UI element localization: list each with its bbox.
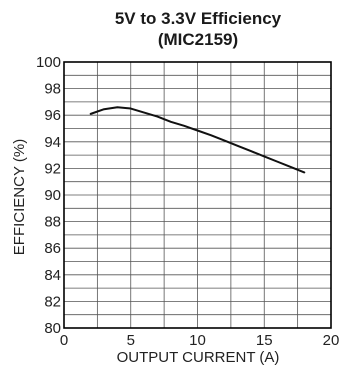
x-tick-label: 15	[256, 332, 273, 349]
x-tick-labels: 0 5 10 15 20	[60, 332, 339, 349]
y-tick-label: 84	[44, 267, 61, 284]
y-tick-label: 86	[44, 240, 61, 257]
series-group	[89, 106, 306, 174]
chart-subtitle: (MIC2159)	[158, 30, 238, 49]
y-tick-labels: 80 82 84 86 88 90 92 94 96 98 100	[36, 54, 61, 337]
y-tick-label: 88	[44, 214, 61, 231]
y-axis-label: EFFICIENCY (%)	[11, 139, 28, 255]
y-tick-label: 80	[44, 320, 61, 337]
chart-title: 5V to 3.3V Efficiency	[115, 9, 282, 28]
y-tick-label: 98	[44, 81, 61, 98]
y-tick-label: 82	[44, 293, 61, 310]
x-tick-label: 0	[60, 332, 68, 349]
plot-frame	[63, 61, 332, 329]
y-tick-label: 92	[44, 160, 61, 177]
series-line-efficiency	[89, 106, 306, 174]
x-tick-label: 5	[127, 332, 135, 349]
x-tick-label: 20	[323, 332, 339, 349]
x-tick-label: 10	[189, 332, 206, 349]
grid	[63, 61, 332, 329]
y-tick-label: 96	[44, 107, 61, 124]
y-tick-label: 90	[44, 187, 61, 204]
y-tick-label: 94	[44, 134, 61, 151]
x-axis-label: OUTPUT CURRENT (A)	[117, 349, 280, 366]
y-tick-label: 100	[36, 54, 61, 71]
